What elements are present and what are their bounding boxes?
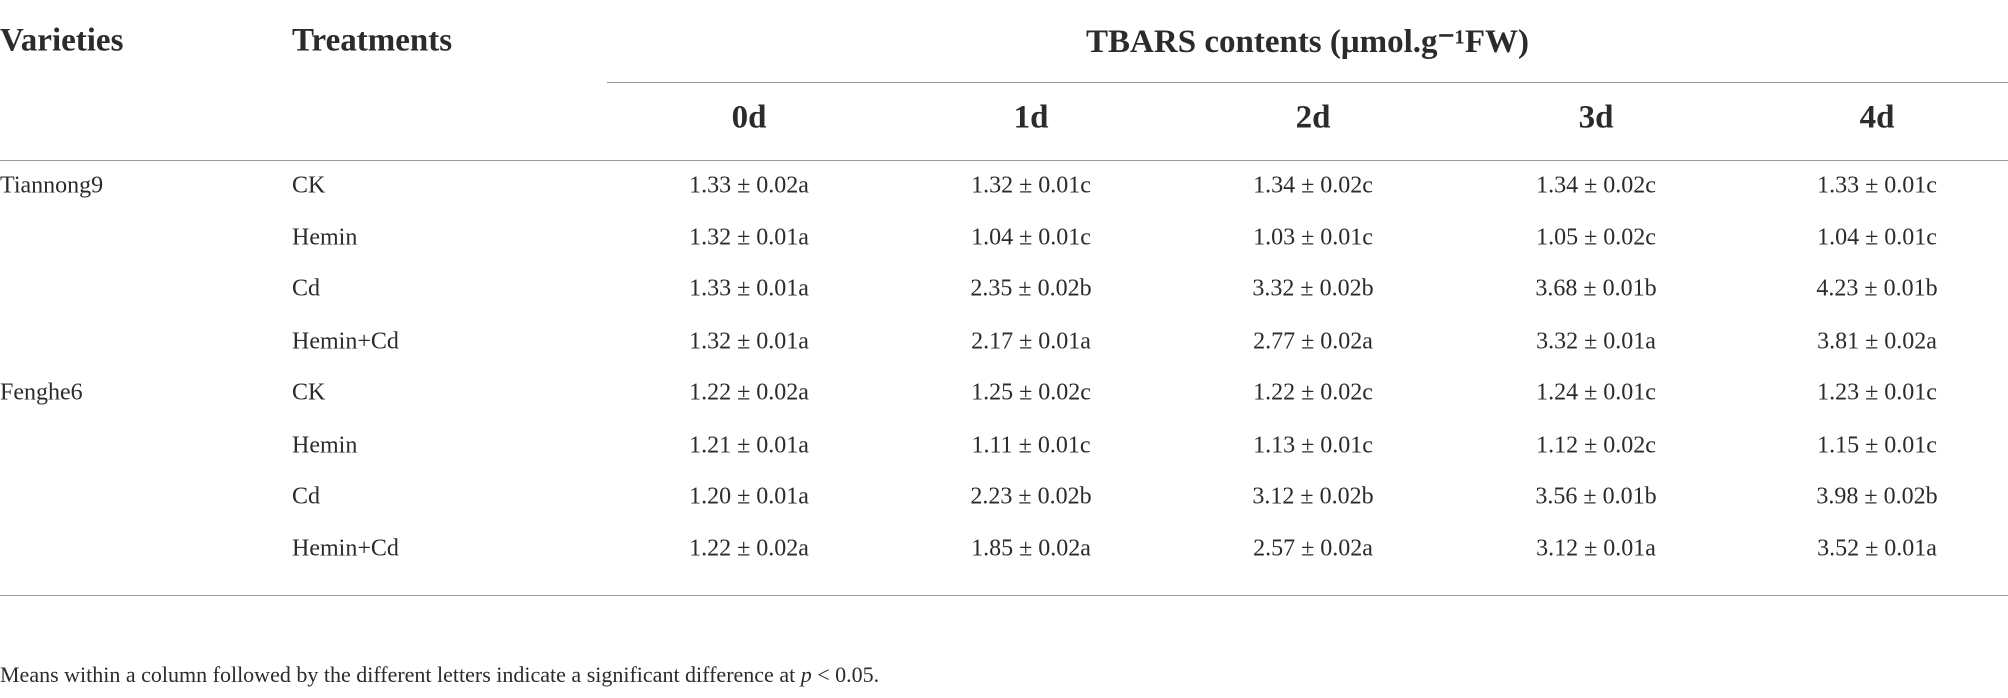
value-cell: 1.25 ± 0.02c xyxy=(971,379,1091,406)
value-cell: 3.12 ± 0.02b xyxy=(1252,483,1374,510)
value-cell: 1.20 ± 0.01a xyxy=(689,483,809,510)
treatment-cell: CK xyxy=(292,379,326,406)
treatment-cell: CK xyxy=(292,172,326,199)
value-cell: 3.98 ± 0.02b xyxy=(1816,483,1938,510)
value-cell: 4.23 ± 0.01b xyxy=(1816,275,1938,302)
header-cell: 0d xyxy=(731,99,767,136)
treatment-cell: Cd xyxy=(292,275,321,302)
value-cell: 1.22 ± 0.02a xyxy=(689,379,809,406)
value-cell: 3.32 ± 0.01a xyxy=(1536,328,1656,355)
value-cell: 1.32 ± 0.01a xyxy=(689,328,809,355)
variety-cell: Fenghe6 xyxy=(0,379,83,406)
value-cell: 1.05 ± 0.02c xyxy=(1536,224,1656,251)
value-cell: 3.12 ± 0.01a xyxy=(1536,535,1656,562)
value-cell: 1.34 ± 0.02c xyxy=(1253,172,1373,199)
value-cell: 1.34 ± 0.02c xyxy=(1536,172,1656,199)
header-cell: TBARS contents (μmol.g⁻¹FW) xyxy=(1086,24,1529,60)
value-cell: 3.32 ± 0.02b xyxy=(1252,275,1374,302)
value-cell: 3.52 ± 0.01a xyxy=(1817,535,1937,562)
header-cell: 3d xyxy=(1578,99,1614,136)
value-cell: 1.03 ± 0.01c xyxy=(1253,224,1373,251)
value-cell: 1.12 ± 0.02c xyxy=(1536,432,1656,459)
value-cell: 3.56 ± 0.01b xyxy=(1535,483,1657,510)
footnote: Means within a column followed by the di… xyxy=(0,662,879,688)
header-rule xyxy=(607,82,2008,83)
value-cell: 2.57 ± 0.02a xyxy=(1253,535,1373,562)
value-cell: 1.33 ± 0.02a xyxy=(689,172,809,199)
header-cell: Treatments xyxy=(292,22,453,59)
treatment-cell: Cd xyxy=(292,483,321,510)
value-cell: 1.23 ± 0.01c xyxy=(1817,379,1937,406)
variety-cell: Tiannong9 xyxy=(0,172,104,199)
header-cell: Varieties xyxy=(0,22,124,59)
treatment-cell: Hemin+Cd xyxy=(292,328,399,355)
value-cell: 1.32 ± 0.01a xyxy=(689,224,809,251)
value-cell: 2.23 ± 0.02b xyxy=(970,483,1092,510)
value-cell: 1.33 ± 0.01c xyxy=(1817,172,1937,199)
treatment-cell: Hemin xyxy=(292,224,358,251)
table-bottom-rule xyxy=(0,595,2008,596)
value-cell: 1.24 ± 0.01c xyxy=(1536,379,1656,406)
value-cell: 3.81 ± 0.02a xyxy=(1817,328,1937,355)
value-cell: 1.15 ± 0.01c xyxy=(1817,432,1937,459)
footnote-text: < 0.05. xyxy=(811,662,880,687)
value-cell: 1.04 ± 0.01c xyxy=(1817,224,1937,251)
value-cell: 2.17 ± 0.01a xyxy=(971,328,1091,355)
header-cell: 2d xyxy=(1295,99,1331,136)
treatment-cell: Hemin+Cd xyxy=(292,535,399,562)
value-cell: 1.33 ± 0.01a xyxy=(689,275,809,302)
footnote-text: Means within a column followed by the di… xyxy=(0,662,801,687)
value-cell: 2.35 ± 0.02b xyxy=(970,275,1092,302)
value-cell: 1.04 ± 0.01c xyxy=(971,224,1091,251)
footnote-italic: p xyxy=(800,662,812,687)
value-cell: 1.32 ± 0.01c xyxy=(971,172,1091,199)
treatment-cell: Hemin xyxy=(292,432,358,459)
value-cell: 1.11 ± 0.01c xyxy=(971,432,1091,459)
value-cell: 1.22 ± 0.02a xyxy=(689,535,809,562)
header-cell: 4d xyxy=(1859,99,1895,136)
value-cell: 3.68 ± 0.01b xyxy=(1535,275,1657,302)
value-cell: 1.85 ± 0.02a xyxy=(971,535,1091,562)
value-cell: 2.77 ± 0.02a xyxy=(1253,328,1373,355)
header-cell: 1d xyxy=(1013,99,1049,136)
value-cell: 1.13 ± 0.01c xyxy=(1253,432,1373,459)
value-cell: 1.22 ± 0.02c xyxy=(1253,379,1373,406)
value-cell: 1.21 ± 0.01a xyxy=(689,432,809,459)
header-bottom-rule xyxy=(0,160,2008,161)
